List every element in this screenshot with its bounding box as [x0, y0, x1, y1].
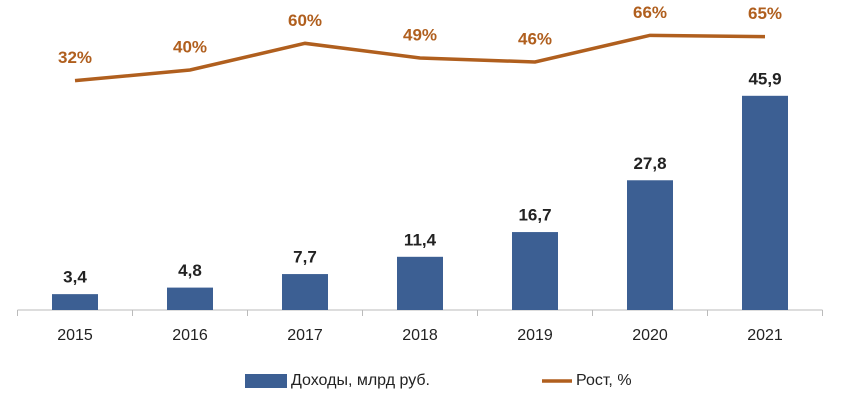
line — [74, 33, 766, 83]
x-tick-label: 2017 — [287, 327, 323, 344]
bar — [282, 274, 328, 310]
bar-value-label: 45,9 — [748, 69, 781, 88]
bar — [627, 180, 673, 310]
line-value-label: 46% — [518, 29, 552, 48]
x-tick-label: 2018 — [402, 327, 438, 344]
line-value-label: 60% — [288, 11, 322, 30]
line-value-label: 66% — [633, 3, 667, 22]
bar — [742, 95, 788, 310]
bar — [167, 287, 213, 310]
x-tick-label: 2021 — [747, 327, 783, 344]
x-tick-label: 2015 — [57, 327, 93, 344]
line-value-label: 32% — [58, 48, 92, 67]
x-tick-label: 2019 — [517, 327, 553, 344]
bar — [397, 256, 443, 310]
bar-value-label: 3,4 — [63, 268, 87, 287]
legend-swatch — [245, 374, 287, 388]
bar — [52, 294, 98, 310]
x-tick-label: 2016 — [172, 327, 208, 344]
line-value-label: 65% — [748, 4, 782, 23]
bar-value-label: 16,7 — [518, 206, 551, 225]
line-value-label: 40% — [173, 37, 207, 56]
bar-value-label: 4,8 — [178, 261, 202, 280]
bar-value-label: 7,7 — [293, 248, 317, 267]
x-tick-label: 2020 — [632, 327, 668, 344]
bar-value-label: 27,8 — [633, 154, 666, 173]
legend-label: Доходы, млрд руб. — [291, 372, 430, 389]
legend-label: Рост, % — [576, 372, 632, 389]
line-value-label: 49% — [403, 25, 437, 44]
bar — [512, 232, 558, 310]
bar-value-label: 11,4 — [404, 230, 437, 249]
